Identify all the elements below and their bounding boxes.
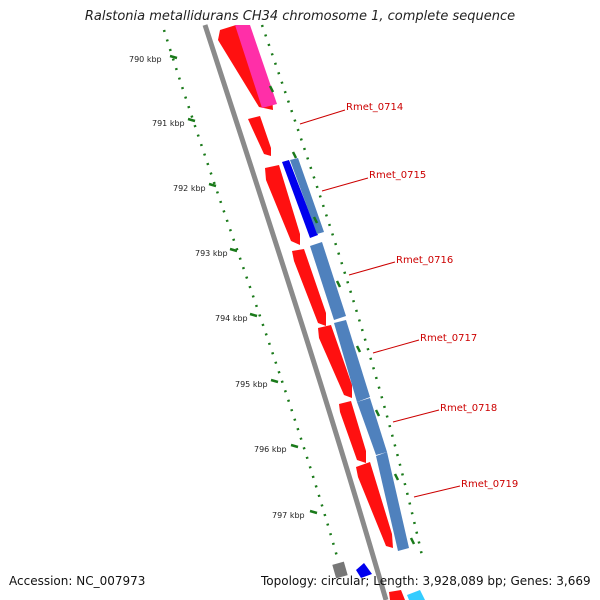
gene-arrow [339,401,366,463]
outer-dotted-track [260,24,425,561]
gene-arrow [356,462,393,548]
steel-feature [376,452,409,551]
inner-major-ticks [169,54,318,515]
blue-feature [356,563,372,578]
gene-arrow [318,325,352,398]
tick-label-796: 796 kbp [254,445,287,454]
gene-arrow [265,165,300,245]
tick-label-790: 790 kbp [129,55,162,64]
outer-major-ticks [268,85,416,545]
tick-label-797: 797 kbp [272,511,305,520]
tick-label-794: 794 kbp [215,314,248,323]
blue-feature [282,160,318,238]
tick-label-791: 791 kbp [152,119,185,128]
tick-label-793: 793 kbp [195,249,228,258]
steel-feature [334,320,370,402]
sequence-summary: Topology: circular; Length: 3,928,089 bp… [261,574,591,588]
gene-label-rmet-0716[interactable]: Rmet_0716 [396,255,453,266]
map-title: Ralstonia metallidurans CH34 chromosome … [84,9,516,24]
feature-track [235,25,425,600]
gene-arrow [248,116,271,156]
gene-label-rmet-0714[interactable]: Rmet_0714 [346,102,403,113]
gene-label-leaders [299,109,461,498]
gene-arrow [292,249,326,326]
gene-label-rmet-0718[interactable]: Rmet_0718 [440,403,497,414]
gene-label-rmet-0715[interactable]: Rmet_0715 [369,170,426,181]
gene-arrow [389,590,405,600]
accession-text: Accession: NC_007973 [9,574,146,588]
gene-label-rmet-0719[interactable]: Rmet_0719 [461,479,518,490]
tick-label-795: 795 kbp [235,380,268,389]
pink-feature [235,25,277,108]
gene-label-rmet-0717[interactable]: Rmet_0717 [420,333,477,344]
grey-marker [332,561,348,579]
steel-feature [357,398,387,455]
steel-feature [290,158,324,234]
tick-label-792: 792 kbp [173,184,206,193]
cyan-feature [407,590,425,600]
steel-feature [310,242,346,320]
chromosome-backbone [202,24,389,600]
